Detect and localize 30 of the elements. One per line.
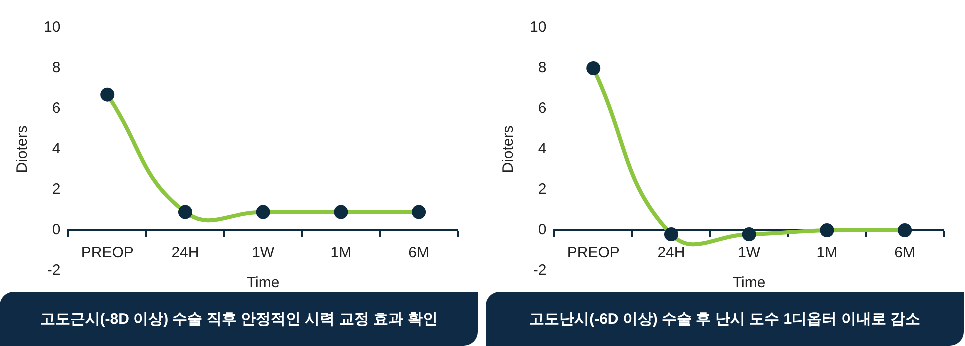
x-axis-title: Time bbox=[732, 274, 766, 292]
x-tick-label: 1W bbox=[738, 244, 762, 262]
y-tick-label: 2 bbox=[538, 181, 547, 198]
y-tick-label: 0 bbox=[538, 222, 547, 239]
y-tick-label: 8 bbox=[52, 60, 61, 77]
y-tick-label: 8 bbox=[538, 60, 547, 77]
x-tick-label: PREOP bbox=[567, 244, 620, 262]
text: 고도근시(-8D 이상) 수술 직후 안정적인 시력 교정 효과 확인 bbox=[0, 292, 478, 346]
y-axis-title: Dioters bbox=[500, 126, 518, 174]
y-tick-label: -2 bbox=[533, 262, 547, 280]
y-tick-label: 0 bbox=[52, 222, 61, 239]
x-tick-label: 1M bbox=[816, 244, 838, 262]
y-axis-title: Dioters bbox=[14, 126, 32, 174]
x-tick-label: 24H bbox=[172, 244, 200, 262]
x-tick-label: 6M bbox=[408, 244, 430, 262]
x-axis-title: Time bbox=[246, 274, 280, 292]
x-tick-label: 6M bbox=[894, 244, 916, 262]
x-tick-label: 24H bbox=[658, 244, 686, 262]
y-tick-label: -2 bbox=[47, 262, 61, 280]
x-tick-label: 1W bbox=[252, 244, 276, 262]
y-tick-label: 10 bbox=[530, 19, 547, 36]
y-tick-label: 2 bbox=[52, 181, 61, 198]
y-tick-label: 10 bbox=[44, 19, 61, 36]
y-tick-label: 4 bbox=[538, 140, 547, 158]
text: 고도난시(-6D 이상) 수술 후 난시 도수 1디옵터 이내로 감소 bbox=[486, 292, 964, 346]
x-tick-label: PREOP bbox=[81, 244, 134, 262]
y-tick-label: 6 bbox=[538, 100, 547, 118]
y-tick-label: 6 bbox=[52, 100, 61, 118]
x-tick-label: 1M bbox=[330, 244, 352, 262]
y-tick-label: 4 bbox=[52, 140, 61, 158]
